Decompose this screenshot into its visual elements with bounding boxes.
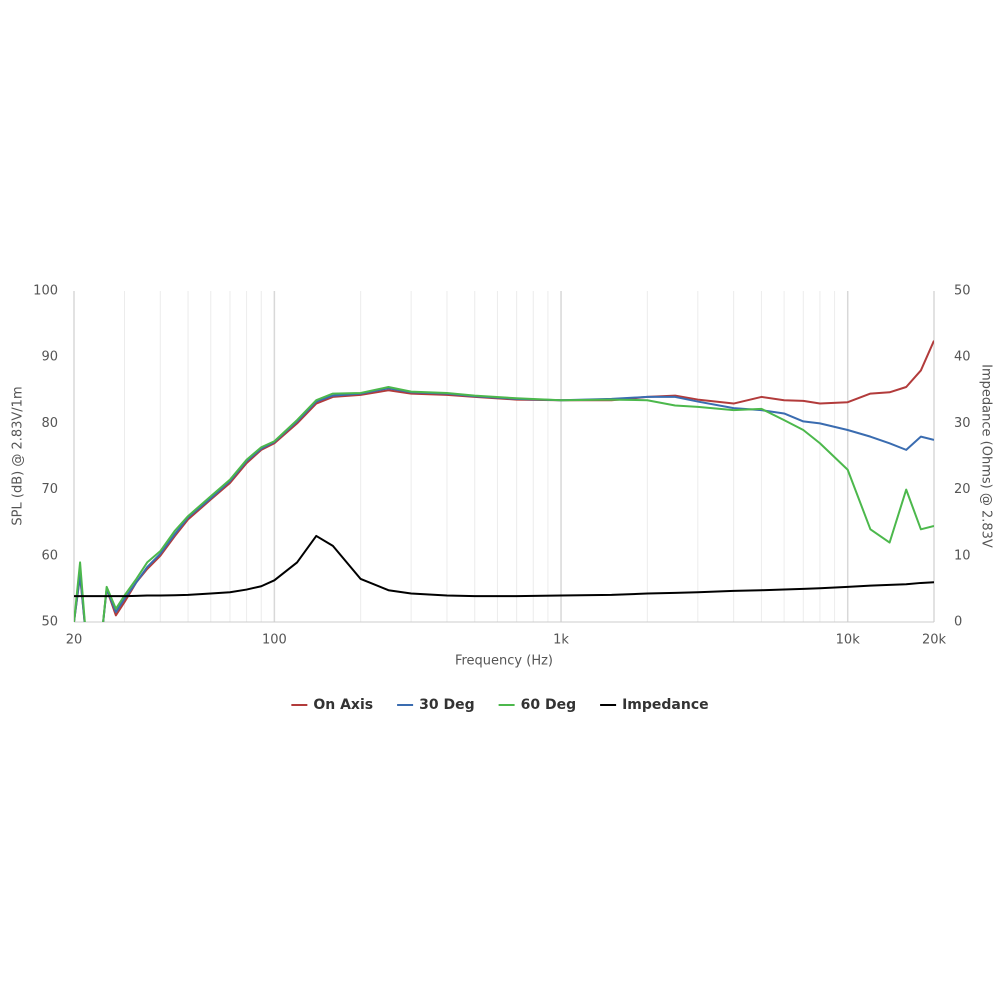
- x-tick-label: 10k: [836, 633, 861, 648]
- y-tick-label: 90: [41, 350, 58, 365]
- x-tick-label: 100: [262, 633, 287, 648]
- series-line: [74, 340, 934, 622]
- y2-tick-label: 10: [954, 548, 971, 563]
- x-tick-label: 20k: [922, 633, 947, 648]
- y-tick-label: 70: [41, 482, 58, 497]
- x-axis-label: Frequency (Hz): [455, 654, 553, 669]
- series-line: [74, 387, 934, 622]
- x-tick-label: 1k: [553, 633, 569, 648]
- legend-label: 30 Deg: [419, 697, 475, 713]
- y2-tick-label: 20: [954, 482, 971, 497]
- y-tick-label: 60: [41, 548, 58, 563]
- y-tick-label: 50: [41, 615, 58, 630]
- y2-tick-label: 0: [954, 615, 962, 630]
- legend-label: 60 Deg: [521, 697, 577, 713]
- legend-label: Impedance: [622, 697, 709, 713]
- y2-tick-label: 40: [954, 350, 971, 365]
- y2-tick-label: 50: [954, 284, 971, 299]
- legend-label: On Axis: [313, 697, 373, 713]
- y-axis-label: SPL (dB) @ 2.83V/1m: [11, 386, 26, 525]
- x-tick-label: 20: [66, 633, 83, 648]
- y2-axis-label: Impedance (Ohms) @ 2.83V: [979, 364, 994, 548]
- y-tick-label: 100: [33, 284, 58, 299]
- y-tick-label: 80: [41, 416, 58, 431]
- series-line: [74, 534, 934, 598]
- y2-tick-label: 30: [954, 416, 971, 431]
- series-line: [74, 385, 934, 622]
- plot-area: [74, 340, 934, 622]
